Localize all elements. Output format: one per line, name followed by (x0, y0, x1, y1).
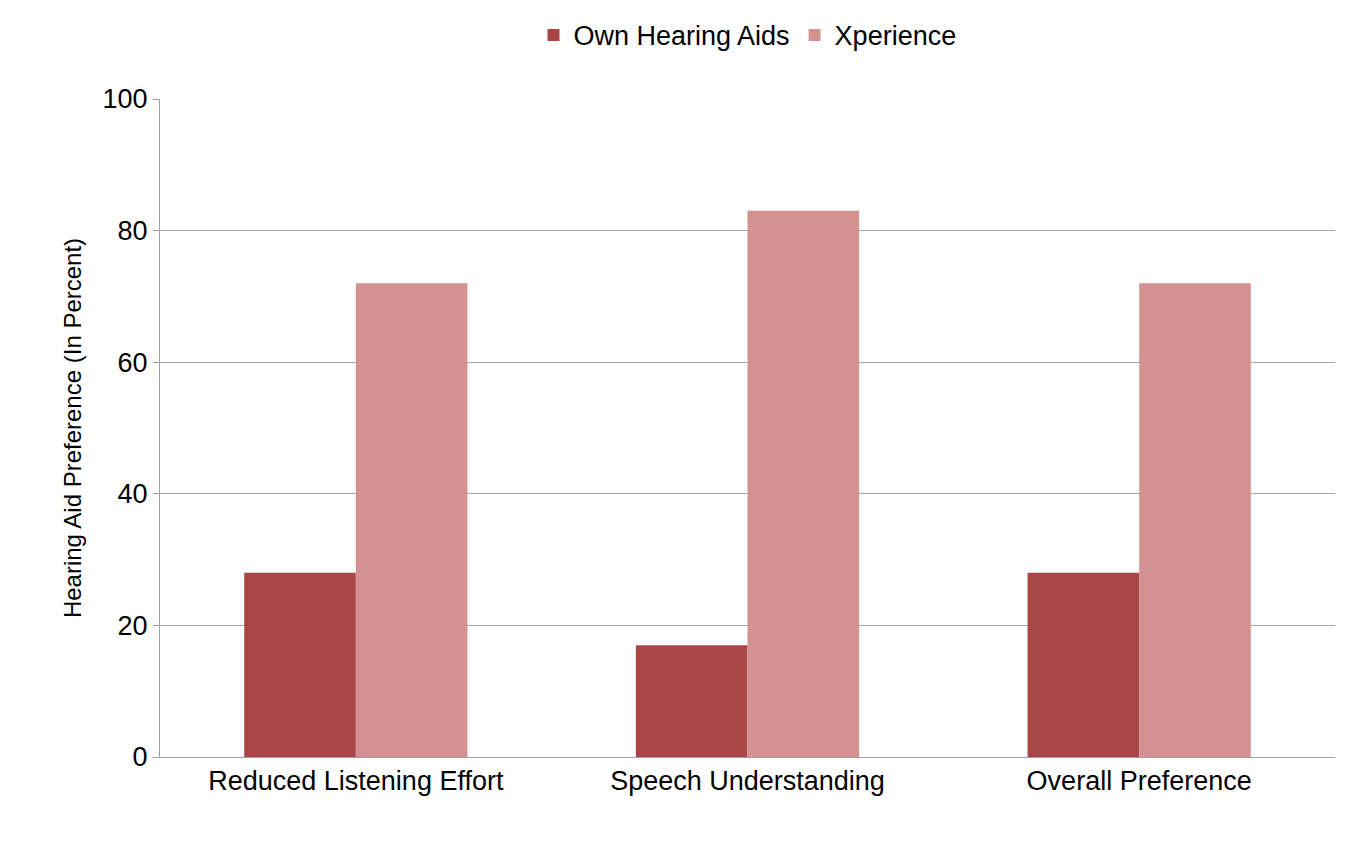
svg-text:40: 40 (118, 479, 148, 509)
svg-text:Own Hearing Aids: Own Hearing Aids (574, 21, 790, 51)
svg-text:Xperience: Xperience (835, 21, 957, 51)
svg-text:Hearing Aid Preference (In Per: Hearing Aid Preference (In Percent) (59, 238, 86, 618)
svg-text:Speech Understanding: Speech Understanding (610, 766, 885, 796)
svg-text:60: 60 (118, 348, 148, 378)
svg-text:Reduced Listening Effort: Reduced Listening Effort (208, 766, 504, 796)
svg-text:80: 80 (118, 216, 148, 246)
svg-text:100: 100 (103, 84, 148, 114)
svg-text:0: 0 (133, 742, 148, 772)
svg-text:Overall Preference: Overall Preference (1027, 766, 1252, 796)
svg-text:20: 20 (118, 611, 148, 641)
